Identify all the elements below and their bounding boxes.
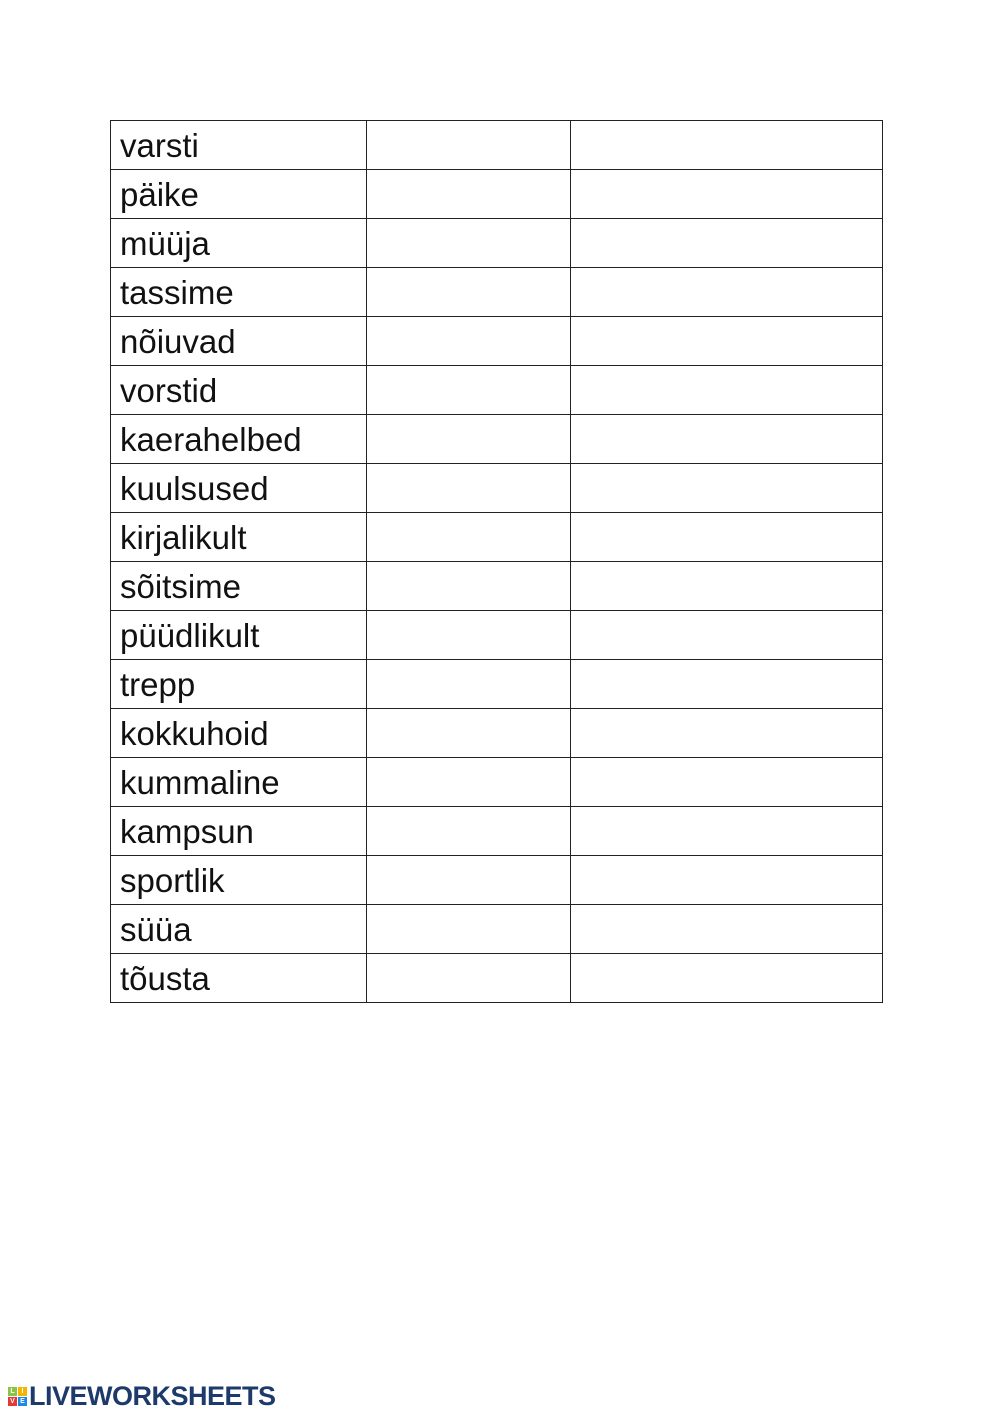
- answer-cell[interactable]: [366, 855, 571, 905]
- answer-cell[interactable]: [366, 169, 571, 219]
- answer-cell[interactable]: [570, 561, 883, 611]
- answer-cell[interactable]: [366, 414, 571, 464]
- table-row: kirjalikult: [110, 512, 883, 562]
- answer-cell[interactable]: [570, 708, 883, 758]
- table-row: kampsun: [110, 806, 883, 856]
- answer-cell[interactable]: [366, 512, 571, 562]
- answer-cell[interactable]: [366, 561, 571, 611]
- answer-cell[interactable]: [570, 757, 883, 807]
- logo-letter: E: [18, 1397, 27, 1406]
- word-table: varsti päike müüja tassime nõiuvad vorstid kae…: [110, 120, 883, 1003]
- answer-cell[interactable]: [366, 365, 571, 415]
- word-cell: kummaline: [110, 757, 367, 807]
- answer-cell[interactable]: [570, 365, 883, 415]
- logo-letter: L: [8, 1387, 17, 1396]
- table-row: nõiuvad: [110, 316, 883, 366]
- table-row: vorstid: [110, 365, 883, 415]
- answer-cell[interactable]: [570, 120, 883, 170]
- answer-cell[interactable]: [570, 855, 883, 905]
- answer-cell[interactable]: [366, 806, 571, 856]
- answer-cell[interactable]: [570, 463, 883, 513]
- word-cell: kampsun: [110, 806, 367, 856]
- table-row: müüja: [110, 218, 883, 268]
- table-row: kaerahelbed: [110, 414, 883, 464]
- answer-cell[interactable]: [570, 316, 883, 366]
- table-row: püüdlikult: [110, 610, 883, 660]
- answer-cell[interactable]: [570, 267, 883, 317]
- logo-letter: V: [8, 1397, 17, 1406]
- table-row: kuulsused: [110, 463, 883, 513]
- answer-cell[interactable]: [570, 414, 883, 464]
- answer-cell[interactable]: [366, 120, 571, 170]
- logo-text: LIVEWORKSHEETS: [29, 1381, 276, 1411]
- word-cell: tassime: [110, 267, 367, 317]
- answer-cell[interactable]: [366, 953, 571, 1003]
- word-cell: tõusta: [110, 953, 367, 1003]
- table-row: varsti: [110, 120, 883, 170]
- table-row: trepp: [110, 659, 883, 709]
- answer-cell[interactable]: [366, 316, 571, 366]
- word-cell: varsti: [110, 120, 367, 170]
- word-cell: trepp: [110, 659, 367, 709]
- word-cell: vorstid: [110, 365, 367, 415]
- logo-letter: I: [18, 1387, 27, 1396]
- word-cell: sportlik: [110, 855, 367, 905]
- answer-cell[interactable]: [570, 806, 883, 856]
- word-cell: nõiuvad: [110, 316, 367, 366]
- word-cell: püüdlikult: [110, 610, 367, 660]
- answer-cell[interactable]: [570, 904, 883, 954]
- word-cell: kaerahelbed: [110, 414, 367, 464]
- word-cell: süüa: [110, 904, 367, 954]
- answer-cell[interactable]: [570, 659, 883, 709]
- table-row: tõusta: [110, 953, 883, 1003]
- answer-cell[interactable]: [366, 904, 571, 954]
- answer-cell[interactable]: [366, 267, 571, 317]
- answer-cell[interactable]: [366, 463, 571, 513]
- answer-cell[interactable]: [570, 169, 883, 219]
- table-row: kokkuhoid: [110, 708, 883, 758]
- word-cell: kuulsused: [110, 463, 367, 513]
- table-row: süüa: [110, 904, 883, 954]
- answer-cell[interactable]: [366, 757, 571, 807]
- word-cell: kokkuhoid: [110, 708, 367, 758]
- answer-cell[interactable]: [366, 610, 571, 660]
- answer-cell[interactable]: [366, 659, 571, 709]
- answer-cell[interactable]: [570, 512, 883, 562]
- table-row: kummaline: [110, 757, 883, 807]
- table-row: sportlik: [110, 855, 883, 905]
- table-row: sõitsime: [110, 561, 883, 611]
- answer-cell[interactable]: [366, 218, 571, 268]
- word-cell: päike: [110, 169, 367, 219]
- answer-cell[interactable]: [570, 953, 883, 1003]
- word-cell: kirjalikult: [110, 512, 367, 562]
- answer-cell[interactable]: [570, 218, 883, 268]
- table-row: tassime: [110, 267, 883, 317]
- answer-cell[interactable]: [570, 610, 883, 660]
- word-cell: sõitsime: [110, 561, 367, 611]
- table-row: päike: [110, 169, 883, 219]
- answer-cell[interactable]: [366, 708, 571, 758]
- word-cell: müüja: [110, 218, 367, 268]
